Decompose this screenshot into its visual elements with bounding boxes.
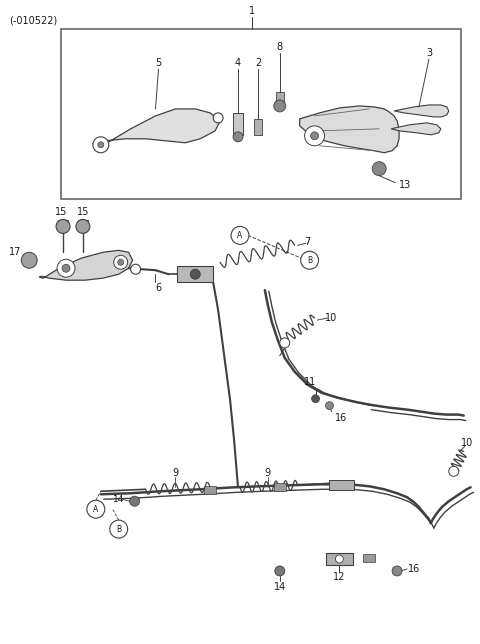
Text: 12: 12 [333,572,346,582]
Text: B: B [116,525,121,534]
Circle shape [21,252,37,269]
Text: 8: 8 [276,43,283,52]
Bar [363,554,375,562]
Text: 15: 15 [55,207,67,218]
Polygon shape [39,251,132,280]
Circle shape [130,497,140,506]
Circle shape [325,402,334,410]
Text: 14: 14 [113,495,124,504]
Circle shape [449,466,459,477]
Text: 16: 16 [408,564,420,574]
Circle shape [62,264,70,272]
Polygon shape [394,105,449,117]
Polygon shape [96,109,220,149]
Text: 10: 10 [460,439,473,448]
Text: (-010522): (-010522) [9,15,58,25]
Bar [58,220,68,229]
Circle shape [372,162,386,176]
Text: B: B [307,256,312,265]
Text: 6: 6 [156,283,162,293]
Text: 15: 15 [77,207,89,218]
Text: 17: 17 [9,247,22,258]
Bar [329,480,354,490]
Text: 3: 3 [426,48,432,58]
Circle shape [190,269,200,279]
Circle shape [274,100,286,112]
Bar [178,266,213,282]
Text: 5: 5 [156,58,162,68]
Text: 11: 11 [303,377,316,387]
Circle shape [87,500,105,518]
Circle shape [118,260,124,265]
Text: 9: 9 [172,468,179,478]
Text: 7: 7 [304,238,311,247]
Circle shape [231,227,249,244]
Text: 14: 14 [274,582,286,592]
Bar [254,119,262,135]
Circle shape [392,566,402,576]
Circle shape [76,220,90,233]
Circle shape [57,260,75,277]
Text: 1: 1 [249,6,255,16]
Bar [78,220,88,229]
Bar [276,92,284,104]
Circle shape [110,520,128,538]
Circle shape [311,132,319,140]
Circle shape [233,132,243,142]
Circle shape [280,338,290,348]
Circle shape [275,566,285,576]
Circle shape [336,555,343,563]
Text: 4: 4 [235,58,241,68]
Text: A: A [93,505,98,514]
Circle shape [114,255,128,269]
Text: 2: 2 [255,58,261,68]
Text: A: A [238,231,242,240]
Bar [61,29,461,198]
Text: 10: 10 [325,313,337,323]
Circle shape [300,251,319,269]
Text: 16: 16 [336,413,348,422]
Circle shape [56,220,70,233]
Bar [233,113,243,135]
Circle shape [131,264,141,274]
Text: 9: 9 [265,468,271,478]
Circle shape [213,113,223,123]
Bar [325,553,353,565]
Bar [274,483,286,491]
Bar [204,486,216,494]
Circle shape [312,395,320,402]
Polygon shape [391,123,441,135]
Polygon shape [300,106,399,153]
Text: 13: 13 [399,180,411,189]
Circle shape [98,142,104,147]
Circle shape [305,126,324,146]
Circle shape [93,137,109,153]
